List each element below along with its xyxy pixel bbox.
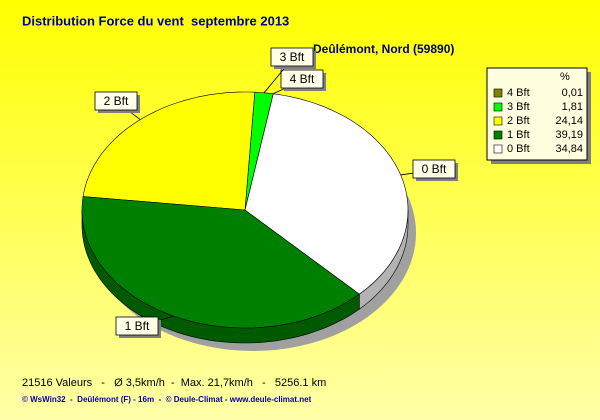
slice-label: 3 Bft — [280, 50, 305, 64]
legend-value: 34,84 — [555, 143, 583, 155]
legend-label: 0 Bft — [507, 143, 530, 155]
slice-label: 2 Bft — [104, 94, 129, 108]
legend-swatch — [493, 144, 503, 154]
slice — [81, 196, 360, 329]
legend-swatch — [493, 130, 503, 140]
slice-label: 0 Bft — [422, 162, 447, 176]
legend-label: 3 Bft — [507, 101, 530, 113]
legend-swatch — [493, 88, 503, 98]
label-box — [94, 91, 138, 111]
legend-swatch — [493, 102, 503, 112]
footer: 21516 Valeurs - Ø 3,5km/h - Max. 21,7km/… — [22, 377, 326, 389]
chart-title: Distribution Force du vent septembre 201… — [22, 13, 289, 28]
legend: % 4 Bft 0,01 3 Bft 1,81 2 Bft 24,14 1 Bft 39,19… — [486, 67, 591, 164]
label-box — [270, 47, 314, 67]
legend-label: 4 Bft — [507, 87, 530, 99]
slice-labels: 4 Bft 3 Bft 2 Bft 1 Bft 0 Bft — [94, 47, 458, 338]
legend-label: 2 Bft — [507, 115, 530, 127]
legend-value: 24,14 — [555, 115, 583, 127]
label-box — [412, 159, 456, 179]
legend-value: 1,81 — [562, 101, 583, 113]
label-box — [115, 316, 159, 336]
legend-swatch — [493, 116, 503, 126]
legend-title: % — [560, 71, 570, 83]
slice-label: 1 Bft — [125, 319, 150, 333]
legend-value: 39,19 — [555, 129, 583, 141]
legend-value: 0,01 — [562, 87, 583, 99]
slice-label: 4 Bft — [290, 72, 315, 86]
label-box — [280, 69, 324, 89]
chart-subtitle: Deûlémont, Nord (59890) — [313, 42, 454, 56]
credits: © WsWin32 - Deûlémont (F) - 16m - © Deul… — [22, 395, 312, 404]
pie — [81, 91, 416, 351]
legend-label: 1 Bft — [507, 129, 530, 141]
legend-box — [486, 67, 588, 161]
